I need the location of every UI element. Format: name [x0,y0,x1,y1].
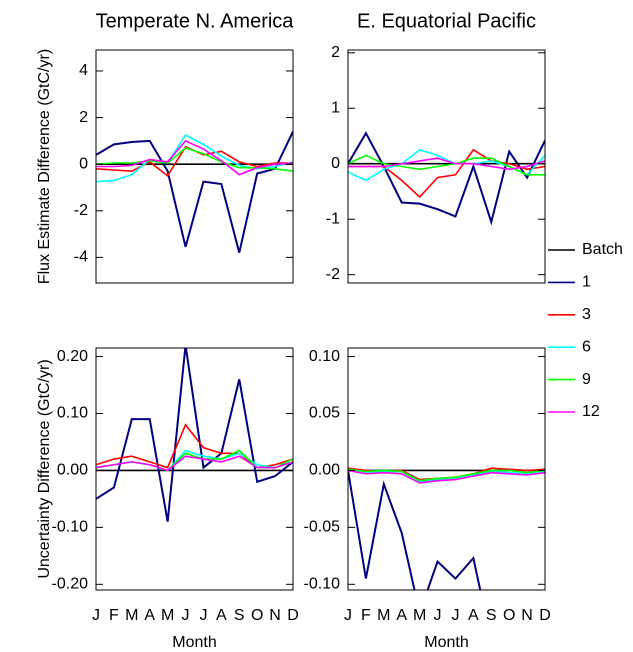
y-tick-label: 2 [79,109,88,126]
y-tick-label: 0.00 [57,462,88,479]
y-tick-label: 0.10 [57,405,88,422]
plot [348,467,545,590]
y-tick-label: -4 [74,249,88,266]
plot [348,131,545,226]
x-tick-label: A [396,607,407,624]
plot-frame [95,49,294,284]
x-tick-label: D [287,607,299,624]
plot [96,131,293,253]
y-tick-label: -0.20 [52,576,89,593]
x-tick-label: J [434,607,442,624]
y-tick-label: -0.05 [304,519,341,536]
legend-label: 9 [582,371,591,388]
series-line [348,468,545,482]
y-tick-label: -2 [326,266,340,283]
x-tick-label: M [125,607,138,624]
y-axis-label: Flux Estimate Difference (GtC/yr) [36,49,53,284]
chart-title: E. Equatorial Pacific [357,10,536,32]
series-line [348,154,545,176]
y-tick-label: -0.10 [52,519,89,536]
series-line [96,348,293,522]
series-line [348,469,545,483]
x-tick-label: S [234,607,245,624]
legend-label: 12 [582,403,600,420]
plot-frame [347,347,546,591]
x-tick-label: J [182,607,190,624]
x-axis-label: Month [172,634,216,651]
y-tick-label: -2 [74,202,88,219]
x-tick-label: M [413,607,426,624]
y-tick-label: 0.00 [309,462,340,479]
y-tick-label: 0.10 [309,348,340,365]
x-tick-label: A [468,607,479,624]
x-tick-label: O [251,607,263,624]
plot [96,348,293,522]
y-tick-label: 0.20 [57,348,88,365]
chart-title: Temperate N. America [96,10,295,32]
plot-frame [95,347,294,591]
series-line [96,146,293,172]
y-tick-label: -1 [326,210,340,227]
x-tick-label: A [216,607,227,624]
series-line [348,131,545,226]
x-tick-label: N [521,607,533,624]
series-line [96,131,293,253]
legend-label: 3 [582,306,591,323]
y-tick-label: 2 [331,44,340,61]
x-tick-label: S [486,607,497,624]
x-tick-label: F [109,607,119,624]
x-tick-label: A [144,607,155,624]
legend-label: 6 [582,338,591,355]
x-tick-label: F [361,607,371,624]
series-line [348,469,545,484]
series-line [96,455,293,472]
legend-label: 1 [582,274,591,291]
legend-label: Batch [582,241,623,258]
x-tick-label: M [161,607,174,624]
x-tick-label: J [199,607,207,624]
x-tick-label: N [269,607,281,624]
x-tick-label: J [344,607,352,624]
y-tick-label: 0 [79,155,88,172]
y-tick-label: 0 [331,155,340,172]
x-axis-label: Month [424,634,468,651]
x-tick-label: O [503,607,515,624]
series-line [348,470,482,590]
y-tick-label: 1 [331,99,340,116]
x-tick-label: D [539,607,551,624]
y-tick-label: 4 [79,62,88,79]
x-tick-label: M [377,607,390,624]
x-tick-label: J [92,607,100,624]
y-tick-label: -0.10 [304,576,341,593]
series-line [348,157,545,171]
series-line [96,139,293,176]
y-tick-label: 0.05 [309,405,340,422]
x-tick-label: J [451,607,459,624]
plot-frame [347,49,546,284]
y-axis-label: Uncertainty Difference (GtC/yr) [36,359,53,578]
